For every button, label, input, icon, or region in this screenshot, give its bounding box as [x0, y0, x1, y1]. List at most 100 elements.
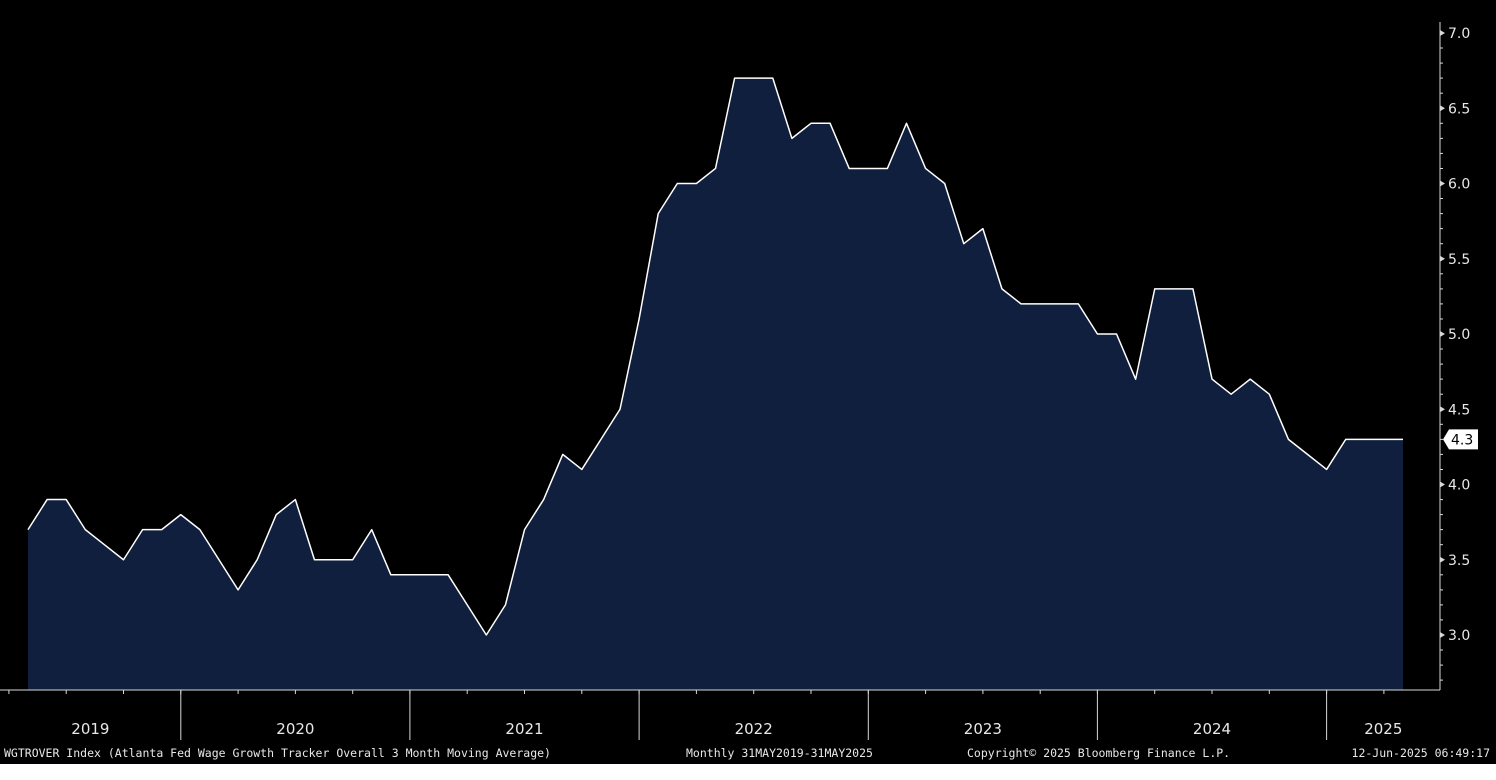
copyright-notice: Copyright© 2025 Bloomberg Finance L.P.	[967, 746, 1231, 760]
data-point	[351, 558, 355, 562]
index-description: WGTROVER Index (Atlanta Fed Wage Growth …	[4, 746, 551, 760]
y-tick-label: 7.0	[1448, 26, 1470, 42]
x-year-label: 2021	[505, 720, 543, 738]
data-point	[427, 573, 431, 577]
data-point	[179, 513, 183, 517]
data-point	[64, 498, 68, 502]
data-point	[370, 528, 374, 532]
data-point	[924, 166, 928, 170]
x-year-label: 2019	[71, 720, 109, 738]
x-year-label: 2023	[964, 720, 1002, 738]
data-point	[83, 528, 87, 532]
data-point	[26, 528, 30, 532]
data-point	[561, 452, 565, 456]
data-point	[752, 76, 756, 80]
data-point	[1267, 392, 1271, 396]
y-tick-label: 3.5	[1448, 553, 1470, 569]
x-year-label: 2020	[276, 720, 314, 738]
chart-footer: WGTROVER Index (Atlanta Fed Wage Growth …	[0, 742, 1496, 764]
data-point	[656, 212, 660, 216]
data-point	[332, 558, 336, 562]
last-value-label: 4.3	[1451, 432, 1473, 448]
bottom-margin	[0, 764, 1496, 780]
data-point	[675, 182, 679, 186]
y-tick-label: 4.0	[1448, 478, 1470, 494]
data-point	[1248, 377, 1252, 381]
data-point	[790, 136, 794, 140]
data-point	[1401, 437, 1405, 441]
y-major-tick	[1440, 255, 1445, 262]
data-point	[484, 633, 488, 637]
last-value-tag	[1443, 429, 1478, 450]
data-point	[1306, 452, 1310, 456]
data-point	[714, 166, 718, 170]
y-tick-label: 4.5	[1448, 402, 1470, 418]
x-year-label: 2025	[1364, 720, 1402, 738]
data-point	[1115, 332, 1119, 336]
data-point	[809, 121, 813, 125]
data-point	[885, 166, 889, 170]
x-year-label: 2024	[1193, 720, 1231, 738]
data-point	[1134, 377, 1138, 381]
data-point	[160, 528, 164, 532]
data-point	[274, 513, 278, 517]
data-point	[542, 498, 546, 502]
y-tick-label: 5.0	[1448, 327, 1470, 343]
data-point	[236, 588, 240, 592]
data-point	[389, 573, 393, 577]
data-point	[1153, 287, 1157, 291]
data-point	[599, 437, 603, 441]
data-point	[45, 498, 49, 502]
data-point	[1038, 302, 1042, 306]
data-point	[1076, 302, 1080, 306]
data-point	[293, 498, 297, 502]
y-major-tick	[1440, 331, 1445, 337]
data-point	[580, 467, 584, 471]
data-point	[981, 227, 985, 231]
data-point	[904, 121, 908, 125]
data-point	[866, 166, 870, 170]
data-point	[1172, 287, 1176, 291]
data-point	[312, 558, 316, 562]
y-major-tick	[1440, 105, 1445, 112]
series-line	[27, 77, 1403, 636]
data-point	[1325, 467, 1329, 471]
y-major-tick	[1440, 406, 1445, 413]
data-point	[1382, 437, 1386, 441]
data-point	[1095, 332, 1099, 336]
data-point	[102, 543, 106, 547]
y-major-tick	[1440, 556, 1445, 563]
data-point	[523, 528, 527, 532]
data-point	[198, 528, 202, 532]
data-point	[446, 573, 450, 577]
data-point	[733, 76, 737, 80]
series-area	[28, 78, 1403, 690]
y-major-tick	[1440, 30, 1445, 36]
data-point	[847, 166, 851, 170]
data-point	[408, 573, 412, 577]
data-point	[962, 242, 966, 246]
y-tick-label: 3.0	[1448, 628, 1470, 644]
data-point	[943, 182, 947, 186]
data-point	[1191, 287, 1195, 291]
y-tick-label: 5.5	[1448, 252, 1470, 268]
y-tick-label: 6.0	[1448, 177, 1470, 193]
data-point	[503, 603, 507, 607]
data-point	[1229, 392, 1233, 396]
y-major-tick	[1440, 632, 1445, 638]
data-point	[694, 182, 698, 186]
data-point	[217, 558, 221, 562]
data-point	[1000, 287, 1004, 291]
timestamp: 12-Jun-2025 06:49:17	[1351, 746, 1490, 760]
frequency-range: Monthly 31MAY2019-31MAY2025	[686, 746, 873, 760]
y-tick-label: 6.5	[1448, 101, 1470, 117]
data-point	[637, 317, 641, 321]
data-point	[121, 558, 125, 562]
data-point	[1363, 437, 1367, 441]
data-point	[1210, 377, 1214, 381]
data-point	[828, 121, 832, 125]
data-point	[618, 407, 622, 411]
data-point	[771, 76, 775, 80]
